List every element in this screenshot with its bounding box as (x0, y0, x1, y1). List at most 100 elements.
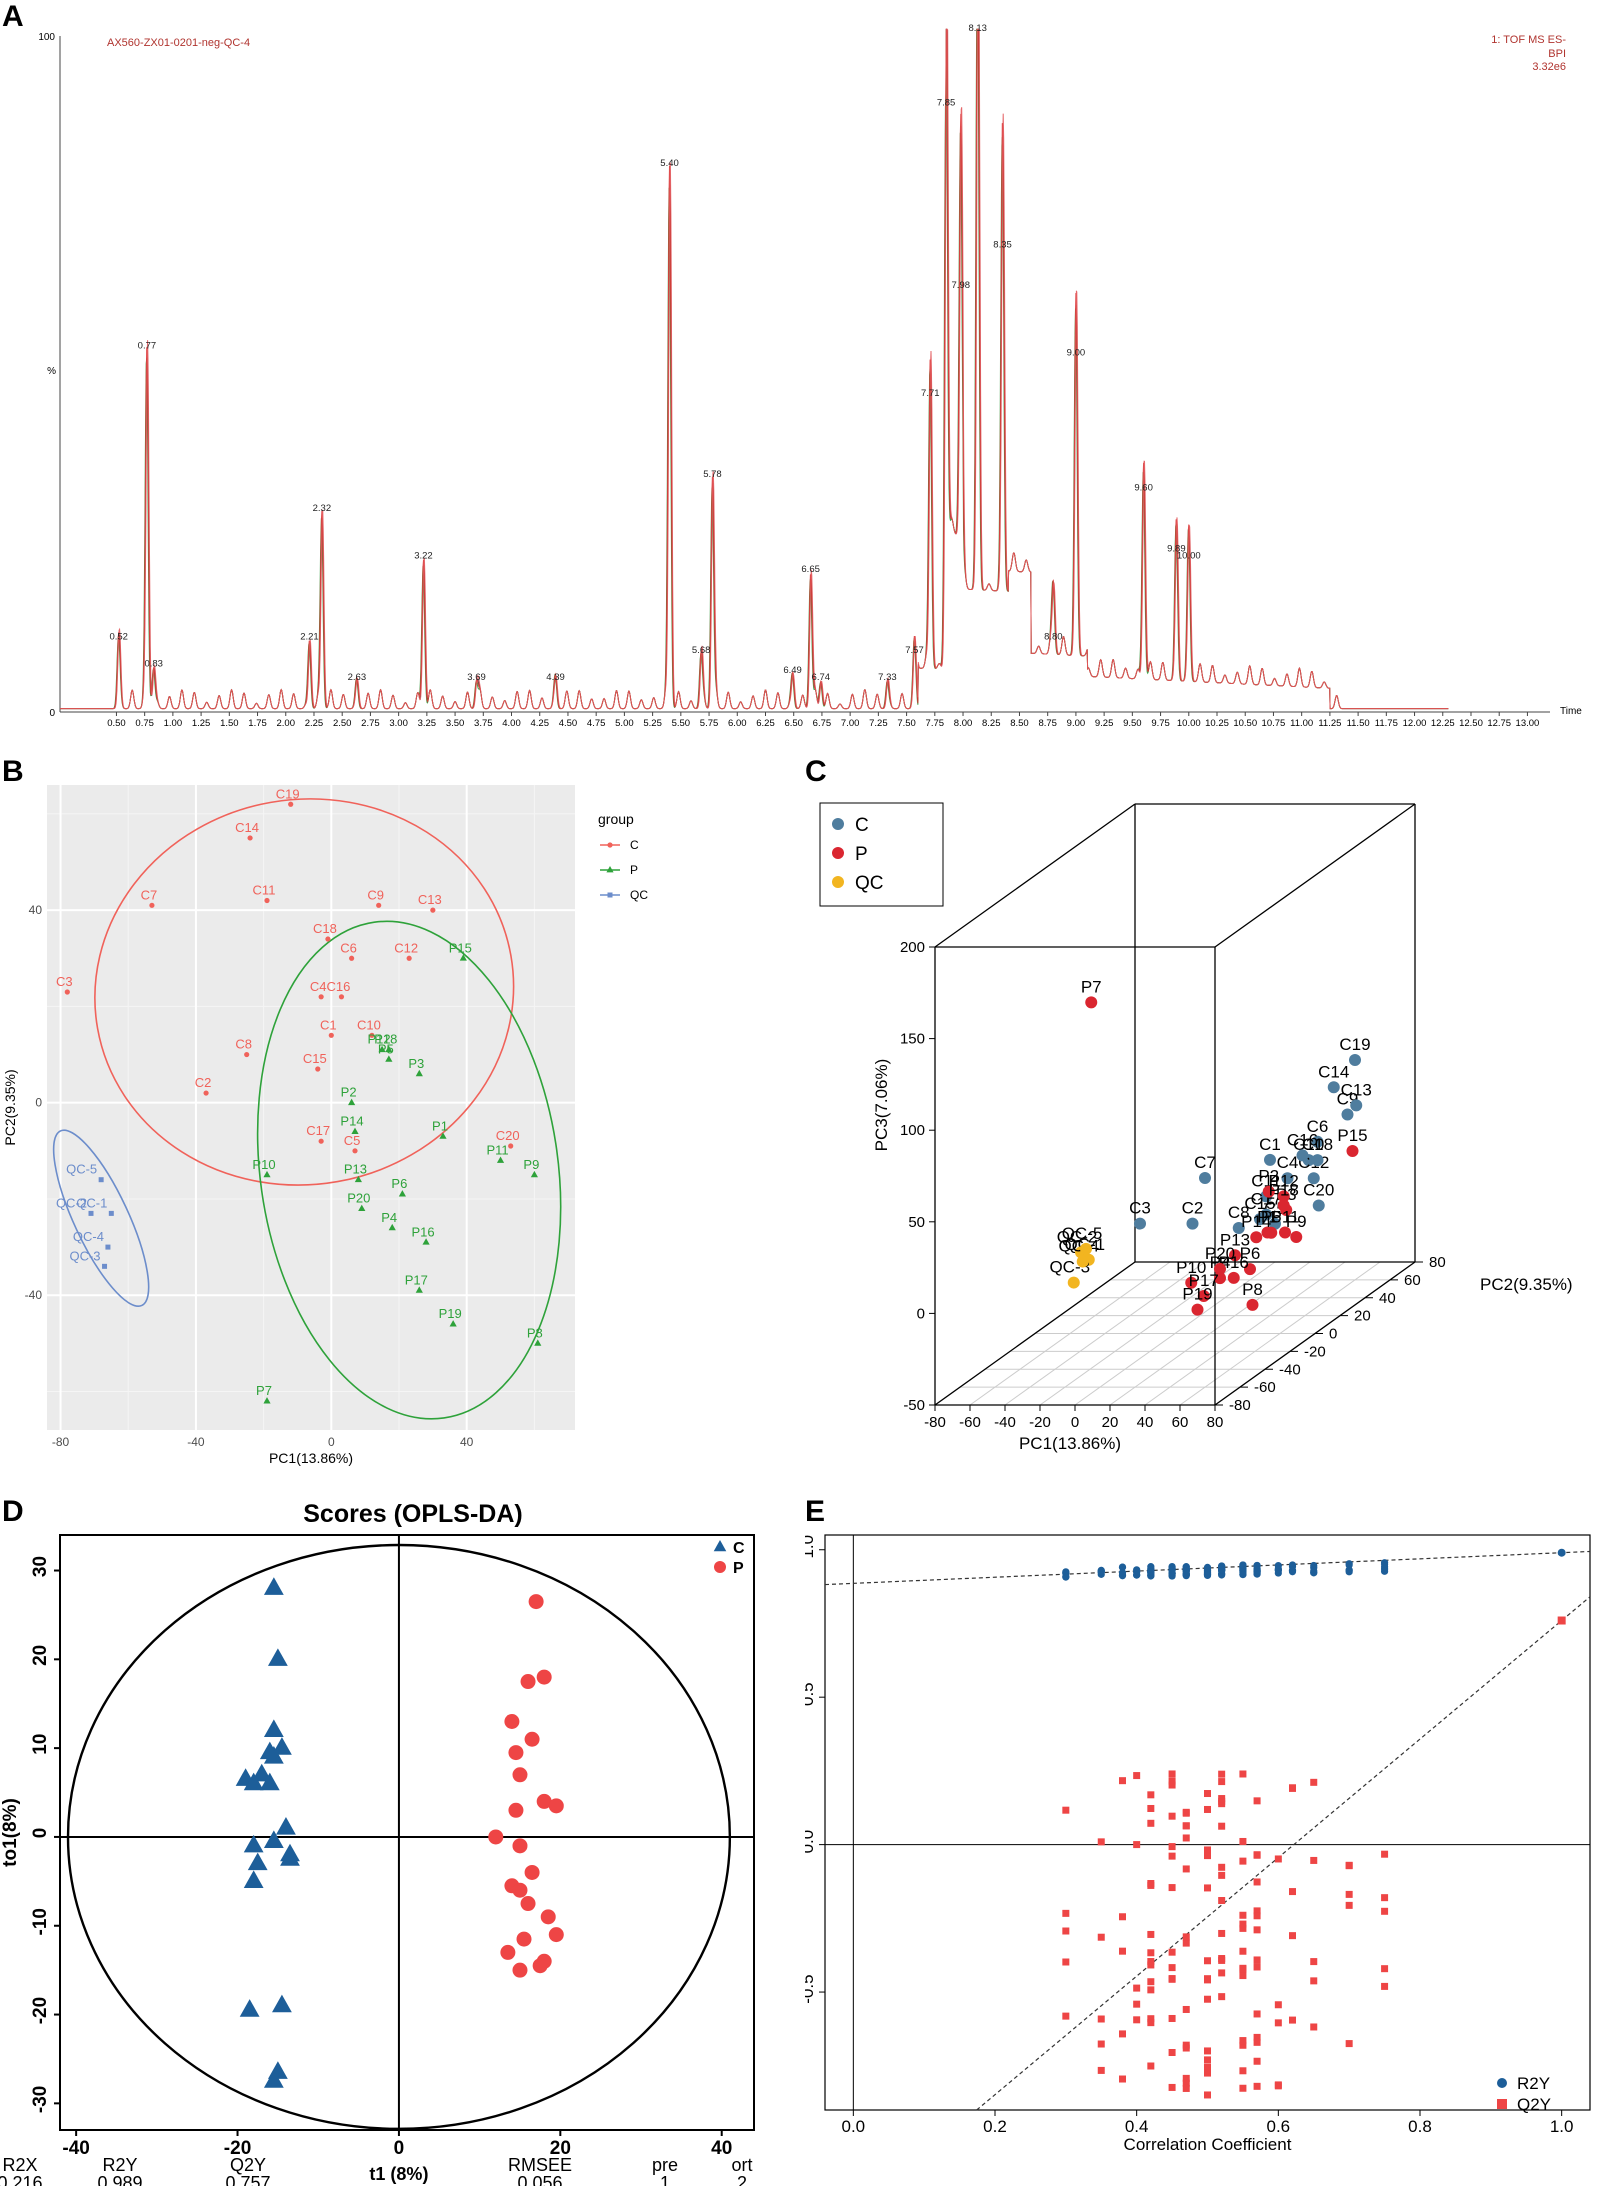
floor-gridline (1144, 1261, 1346, 1406)
q2y-point (1182, 2074, 1190, 2082)
z-tick-label: 150 (900, 1031, 925, 1048)
point-label: C9 (367, 887, 384, 902)
r2y-point (1133, 1571, 1141, 1579)
x-tick-label: 1.0 (1550, 2117, 1574, 2136)
legend-label: C (733, 1540, 745, 1557)
point-label: QC-3 (69, 1248, 100, 1263)
point-label: C4 (310, 979, 327, 994)
x-tick-label: 80 (1207, 1414, 1224, 1431)
q2y-original-point (1557, 1616, 1566, 1625)
q2y-point (1218, 1800, 1226, 1808)
point-label: C16 (327, 979, 351, 994)
point-label: C16 (1287, 1130, 1318, 1149)
point-c2 (203, 1090, 209, 1096)
q2y-point (1147, 1791, 1155, 1799)
r2y-point (1147, 1568, 1155, 1576)
pca-3d-plot: -80 -60 -40 -20 0 20 40 60 80-80-60-40-200204060… (819, 802, 1573, 1453)
r2y-regression-line (824, 1550, 1591, 1586)
q2y-point (1310, 1977, 1318, 1985)
point-p5 (1265, 1226, 1278, 1239)
x-tick-label: 6.25 (756, 718, 775, 729)
y-tick-label: 80 (1429, 1254, 1446, 1271)
stat-value: 0.056 (517, 2173, 562, 2186)
point-label: P7 (1081, 977, 1102, 996)
point-p20 (1214, 1262, 1226, 1275)
x-tick-label: 12.25 (1431, 718, 1455, 729)
legend: group CP QC (598, 811, 648, 902)
point-label: QC-4 (73, 1229, 104, 1244)
point-c-19 (272, 1994, 292, 2013)
q2y-point (1274, 1855, 1282, 1863)
q2y-point (1204, 1805, 1211, 1813)
peak-label: 9.89 (1167, 544, 1186, 555)
point-c9 (376, 902, 382, 908)
q2y-point (1218, 1897, 1226, 1905)
point-p10 (263, 1170, 271, 1178)
floor-gridline (1109, 1261, 1311, 1406)
q2y-point (1239, 1972, 1247, 1980)
x-tick-label: 2.75 (361, 718, 380, 729)
q2y-point (1133, 1984, 1141, 1992)
x-tick-label: 6.00 (728, 718, 747, 729)
y-tick-label: 100 (38, 32, 55, 43)
peak-label: 7.71 (921, 388, 940, 399)
point-p9 (530, 1170, 538, 1178)
x-tick-label: 20 (1102, 1414, 1119, 1431)
y-tick-label: -0.5 (805, 1974, 817, 2003)
point-c19 (1349, 1054, 1361, 1067)
box-edge (934, 803, 1136, 948)
point-c11 (264, 897, 270, 904)
peak-label: 7.57 (905, 645, 924, 656)
point-c-2 (267, 1648, 288, 1666)
q2y-point (1182, 1809, 1190, 1817)
y-tick-label: 0 (1329, 1326, 1337, 1343)
point-label: C19 (276, 786, 300, 801)
q2y-point (1062, 1806, 1070, 1814)
q2y-point (1345, 1861, 1353, 1869)
x-axis-label: Time (1560, 706, 1582, 717)
point-c6 (1311, 1135, 1324, 1148)
x-tick-label: -40 (62, 2138, 89, 2159)
peak-label: 6.74 (812, 672, 831, 683)
q2y-point (1310, 1958, 1318, 1966)
q2y-point (1119, 2075, 1126, 2083)
legend-title: group (598, 811, 634, 827)
q2y-point (1218, 1929, 1226, 1937)
point-p-5 (524, 1731, 540, 1747)
y-tick-label: 40 (1379, 1290, 1396, 1307)
y-axis-label: to1(8%) (0, 1798, 21, 1867)
x-tick-label: 40 (1137, 1414, 1154, 1431)
point-p-2 (536, 1669, 552, 1685)
point-p-12 (512, 1838, 528, 1854)
point-p1 (439, 1132, 447, 1139)
legend-marker (713, 1540, 727, 1552)
legend-label: P (630, 863, 638, 877)
point-label: P12 (1269, 1171, 1299, 1190)
point-label: C5 (344, 1133, 361, 1148)
x-tick-label: -60 (959, 1414, 981, 1431)
y-tick-label: -80 (1229, 1397, 1251, 1414)
q2y-point (1239, 1947, 1247, 1955)
peak-label: 2.63 (348, 672, 367, 683)
r2y-point (1203, 1571, 1212, 1579)
point-label: C8 (235, 1037, 252, 1052)
x-tick-label: 9.50 (1123, 718, 1142, 729)
stat-value: 0.989 (97, 2173, 142, 2186)
q2y-point (1289, 1932, 1296, 1940)
peak-label: 5.78 (703, 469, 722, 480)
peak-label: 3.69 (467, 672, 486, 683)
point-c8 (1232, 1222, 1245, 1235)
q2y-point (1147, 1804, 1155, 1812)
q2y-point (1182, 1933, 1190, 1941)
q2y-point (1253, 1907, 1261, 1915)
q2y-point (1168, 2048, 1176, 2056)
x-axis-label: PC1(13.86%) (269, 1450, 353, 1466)
q2y-point (1168, 1948, 1176, 1956)
q2y-point (1253, 2057, 1261, 2065)
stat-header: ort (731, 2155, 752, 2175)
q2y-point (1239, 1857, 1247, 1865)
q2y-point (1204, 1957, 1211, 1965)
stat-header: R2Y (102, 2155, 137, 2175)
q2y-point (1133, 1841, 1141, 1849)
